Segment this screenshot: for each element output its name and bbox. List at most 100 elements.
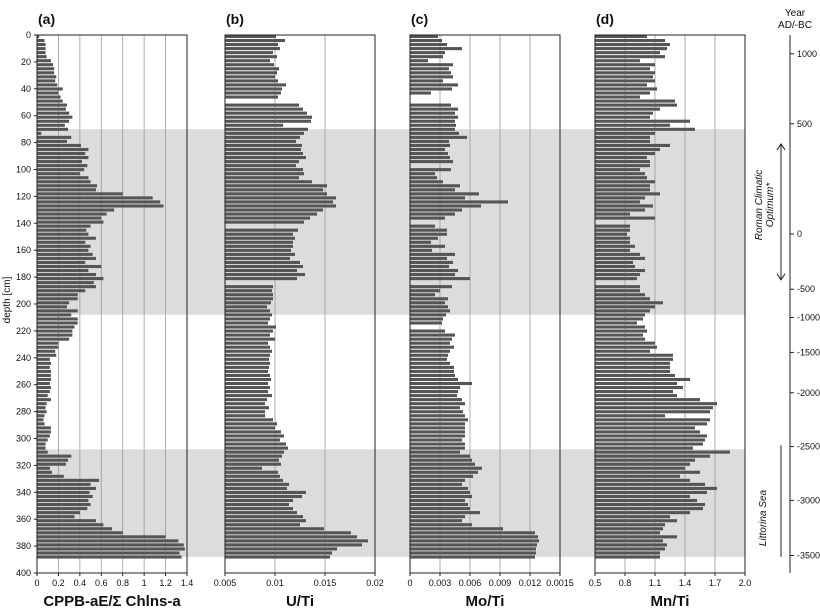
data-bar (37, 406, 46, 410)
data-bar (410, 131, 459, 135)
x-tick-label: 0.5 (589, 578, 602, 588)
data-bar (225, 503, 289, 507)
x-tick-label: 1 (142, 578, 147, 588)
data-bar (410, 256, 447, 260)
x-tick-label: 0.006 (459, 578, 482, 588)
data-bar (37, 551, 180, 555)
data-bar (410, 373, 455, 377)
data-bar (410, 515, 465, 519)
data-bar (595, 515, 670, 519)
data-bar (410, 180, 443, 184)
data-bar (410, 369, 454, 373)
data-bar (595, 406, 713, 410)
data-bar (37, 503, 91, 507)
x-tick-label: 0 (407, 578, 412, 588)
data-bar (410, 385, 460, 390)
data-bar (410, 381, 472, 386)
data-bar (37, 470, 52, 474)
data-bar (595, 511, 690, 515)
data-bar (37, 486, 96, 490)
data-bar (37, 51, 46, 55)
data-bar (37, 143, 81, 147)
data-bar (225, 531, 351, 535)
data-bar (410, 466, 482, 470)
data-bar (410, 357, 447, 361)
data-bar (37, 337, 70, 341)
data-bar (410, 490, 470, 495)
data-bar (410, 543, 537, 547)
data-bar (595, 135, 650, 139)
data-bar (410, 115, 458, 119)
data-bar (595, 192, 660, 196)
data-bar (595, 390, 673, 394)
data-bar (595, 236, 630, 240)
data-bar (595, 381, 677, 386)
data-bar (410, 426, 465, 430)
data-bar (410, 143, 450, 147)
data-bar (225, 450, 284, 454)
data-bar (410, 317, 443, 321)
data-bar (595, 99, 675, 103)
littorina-sea-label: Littorina Sea (758, 489, 769, 546)
data-bar (595, 430, 700, 434)
data-bar (37, 462, 66, 466)
data-bar (595, 289, 640, 293)
data-bar (595, 458, 695, 462)
data-bar (595, 519, 677, 523)
data-bar (595, 555, 660, 559)
data-bar (225, 442, 286, 446)
data-bar (410, 59, 428, 63)
data-bar (595, 256, 645, 260)
data-bar (225, 418, 273, 422)
x-tick-label: 0.0015 (546, 578, 574, 588)
data-bar (410, 212, 455, 216)
data-bar (595, 418, 710, 422)
data-bar (410, 87, 452, 91)
data-bar (410, 285, 452, 289)
x-tick-label: 1.4 (181, 578, 194, 588)
data-bar (595, 248, 630, 252)
age-tick-label: 0 (797, 229, 802, 239)
data-bar (37, 281, 94, 285)
data-bar (410, 273, 455, 277)
data-bar (410, 67, 449, 71)
data-bar (595, 87, 657, 91)
data-bar (410, 486, 468, 490)
data-bar (595, 345, 657, 349)
data-bar (595, 313, 645, 317)
data-bar (37, 410, 47, 414)
data-bar (37, 535, 166, 539)
data-bar (410, 75, 453, 79)
data-bar (37, 329, 73, 333)
data-bar (410, 236, 438, 240)
data-bar (225, 156, 306, 160)
data-bar (225, 63, 274, 67)
data-bar (225, 535, 357, 539)
data-bar (595, 168, 640, 172)
data-bar (37, 426, 51, 430)
depth-tick-label: 20 (21, 57, 31, 67)
roman-optimum-label-line1: Roman Climatic (754, 170, 765, 241)
data-bar (37, 119, 70, 123)
data-bar (595, 446, 693, 450)
data-bar (410, 200, 508, 204)
arrow-head-up (776, 143, 786, 151)
data-bar (225, 285, 273, 289)
depth-tick-label: 400 (16, 568, 31, 578)
data-bar (225, 95, 278, 99)
x-tick-label: 0.01 (266, 578, 284, 588)
data-bar (225, 131, 304, 135)
data-bar (410, 103, 451, 107)
x-tick-label: 0.012 (519, 578, 542, 588)
age-tick-label: -1500 (797, 347, 820, 357)
data-bar (595, 414, 665, 418)
data-bar (410, 442, 465, 446)
data-bar (595, 353, 673, 357)
data-bar (37, 180, 91, 184)
data-bar (595, 43, 670, 47)
x-axis-title: CPPB-aE/Σ Chlns-a (43, 593, 181, 610)
data-bar (410, 402, 465, 406)
depth-tick-label: 40 (21, 84, 31, 94)
data-bar (595, 147, 660, 152)
data-bar (225, 240, 293, 244)
